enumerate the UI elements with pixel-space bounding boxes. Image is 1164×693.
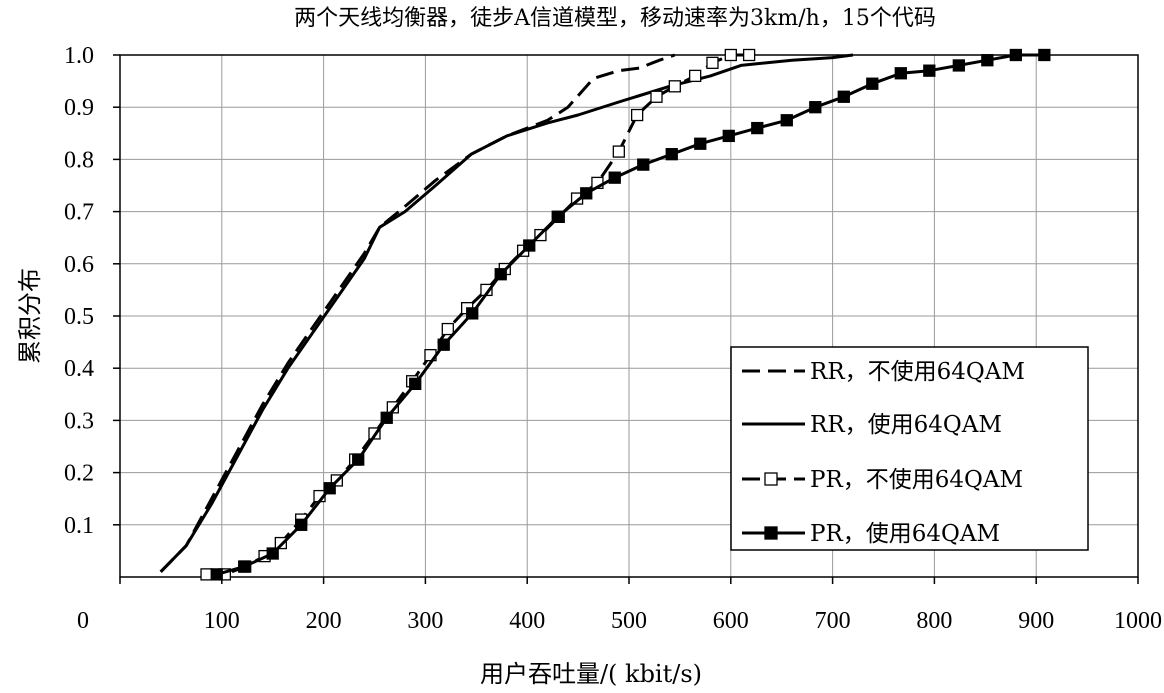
series-line	[159, 53, 854, 573]
data-point-filled	[952, 59, 965, 72]
data-point-open	[441, 322, 454, 336]
data-point-filled	[751, 121, 764, 135]
data-point-open	[650, 90, 663, 103]
y-tick-label: 1.0	[64, 43, 94, 69]
x-tick-label: 100	[204, 608, 240, 634]
data-point-filled	[894, 67, 907, 80]
series-1	[159, 53, 676, 573]
data-point-filled	[764, 526, 778, 540]
y-axis-title: 累积分布	[16, 268, 44, 364]
chart-title: 两个天线均衡器，徒步A信道模型，移动速率为3km/h，15个代码	[294, 6, 936, 31]
x-tick-label: 700	[815, 608, 851, 634]
data-point-filled	[210, 568, 223, 581]
legend-entry: RR，不使用64QAM	[742, 359, 1025, 385]
y-tick-label: 0.8	[64, 147, 94, 173]
y-tick-label: 0.6	[64, 252, 94, 278]
series-4	[210, 48, 1051, 581]
data-point-filled	[608, 171, 621, 184]
data-point-open	[630, 108, 644, 122]
data-point-open	[612, 145, 625, 158]
data-point-filled	[523, 239, 536, 252]
data-point-filled	[1009, 48, 1022, 62]
x-tick-label: 800	[916, 608, 952, 634]
data-point-open	[764, 472, 778, 486]
y-tick-label: 0.4	[64, 356, 94, 382]
data-point-filled	[352, 453, 365, 466]
data-point-filled	[323, 482, 336, 495]
data-point-filled	[380, 411, 393, 424]
y-tick-label: 0.3	[64, 408, 94, 434]
legend-label: RR，不使用64QAM	[810, 359, 1025, 385]
data-point-filled	[809, 101, 822, 114]
series-layer	[159, 48, 1051, 581]
data-point-filled	[580, 187, 593, 200]
data-point-filled	[837, 90, 850, 103]
legend-label: PR，使用64QAM	[810, 521, 1000, 547]
data-point-filled	[866, 77, 879, 90]
data-point-filled	[923, 64, 936, 77]
data-point-filled	[780, 114, 793, 127]
data-point-filled	[551, 210, 564, 223]
data-point-open	[706, 56, 719, 69]
data-point-open	[668, 80, 681, 93]
legend-label: RR，使用64QAM	[810, 412, 1002, 438]
y-tick-label: 0.9	[64, 95, 94, 121]
data-point-filled	[694, 137, 707, 150]
legend-label: PR，不使用64QAM	[810, 467, 1023, 493]
y-tick-label: 0.7	[64, 200, 94, 226]
data-point-filled	[637, 158, 650, 171]
y-tick-label: 0.2	[64, 461, 94, 487]
data-point-filled	[409, 377, 422, 391]
data-point-filled	[1038, 48, 1051, 62]
series-2	[159, 53, 854, 573]
series-line	[159, 53, 676, 573]
x-tick-label: 400	[509, 608, 545, 634]
data-point-filled	[722, 129, 735, 143]
y-tick-label: 0.1	[64, 513, 94, 539]
y-tick-label: 0.5	[64, 304, 94, 330]
data-point-filled	[238, 560, 251, 573]
legend: RR，不使用64QAM RR，使用64QAM PR，不使用64QAM PR，使用64Q…	[730, 346, 1089, 551]
data-point-open	[724, 48, 737, 62]
data-point-filled	[266, 547, 279, 560]
x-axis-title: 用户吞吐量/( kbit/s)	[480, 660, 702, 688]
data-point-filled	[295, 518, 308, 531]
data-point-open	[742, 48, 756, 62]
legend-entry: RR，使用64QAM	[742, 412, 1002, 438]
data-point-filled	[466, 307, 479, 320]
legend-entry: PR，不使用64QAM	[742, 467, 1023, 493]
data-point-open	[274, 536, 287, 550]
x-tick-label: 300	[407, 608, 443, 634]
data-point-filled	[437, 338, 450, 351]
x-tick-label: 200	[306, 608, 342, 634]
legend-entry: PR，使用64QAM	[742, 521, 1000, 547]
data-point-filled	[665, 148, 678, 161]
x-tick-label: 900	[1018, 608, 1054, 634]
x-tick-label: 600	[713, 608, 749, 634]
data-point-open	[689, 69, 702, 83]
x-tick-label: 1000	[1114, 608, 1162, 634]
axis-ticks: 0.1 0.2 0.3 0.4 0.5 0.6 0.7 0.8 0.9 1.0 0 100 200 300…	[64, 43, 1162, 634]
legend-box	[730, 346, 1089, 551]
x-tick-label: 0	[77, 608, 89, 634]
data-point-open	[200, 568, 213, 581]
data-point-filled	[494, 268, 507, 281]
data-point-filled	[981, 54, 994, 67]
x-tick-label: 500	[611, 608, 647, 634]
